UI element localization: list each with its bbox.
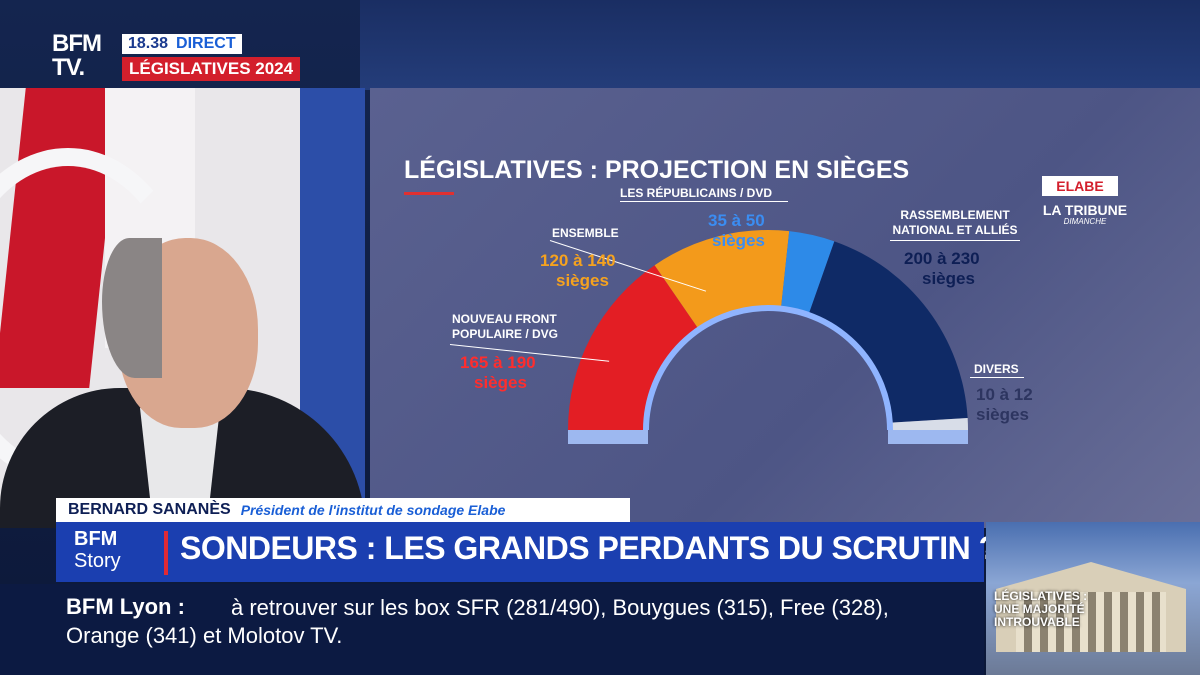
nfp-unit: sièges [474, 373, 527, 392]
nfp-segment [568, 265, 700, 430]
speaker-role: Président de l'institut de sondage Elabe [240, 502, 506, 518]
rn-range: 200 à 230 [904, 249, 980, 268]
headline-bar [56, 522, 984, 582]
divers-range: 10 à 12 [976, 385, 1033, 404]
ensemble-unit: sièges [556, 271, 609, 290]
lr-leader-line [620, 201, 788, 202]
rn-label-line1: RASSEMBLEMENT [900, 208, 1010, 222]
nfp-label: NOUVEAU FRONT POPULAIRE / DVG [452, 312, 558, 342]
speaker-name: BERNARD SANANÈS [68, 501, 231, 518]
hemicycle-chart [568, 230, 969, 444]
rn-leader-line [890, 240, 1020, 241]
lr-label: LES RÉPUBLICAINS / DVD [620, 186, 773, 200]
logo-line-1: BFM [52, 30, 102, 57]
speaker-name-strip: BERNARD SANANÈS Président de l'institut … [56, 498, 630, 522]
show-logo-line2: Story [74, 550, 121, 572]
program-badge: LÉGISLATIVES 2024 [122, 57, 301, 81]
headline-accent [164, 531, 168, 575]
ticker-text: à retrouver sur les box SFR (281/490), B… [66, 595, 889, 648]
show-logo-line1: BFM [74, 528, 118, 550]
rn-unit: sièges [922, 269, 975, 288]
hemicycle-inner-rim [643, 305, 893, 431]
lr-range: 35 à 50 [708, 211, 765, 230]
title-accent-bar [404, 192, 454, 195]
logo-line-2: TV. [52, 54, 85, 81]
headline: SONDEURS : LES GRANDS PERDANTS DU SCRUTI… [180, 530, 998, 566]
assembly-columns [1016, 592, 1166, 652]
thumbnail-caption: LÉGISLATIVES : UNE MAJORITÉ INTROUVABLE [994, 589, 1088, 629]
background-banner [360, 0, 1200, 90]
partner-logo-sub: DIMANCHE [1063, 217, 1107, 226]
ensemble-label: ENSEMBLE [552, 226, 619, 240]
nfp-label-line1: NOUVEAU FRONT [452, 312, 557, 326]
show-logo: BFM Story [74, 528, 154, 576]
divers-unit: sièges [976, 405, 1029, 424]
ensemble-range: 120 à 140 [540, 251, 616, 270]
graphic-title: LÉGISLATIVES : PROJECTION EN SIÈGES [404, 156, 910, 184]
news-ticker [0, 584, 984, 675]
channel-logo: BFM TV. [52, 32, 118, 82]
elabe-logo: ELABE [1042, 176, 1118, 196]
speaker-video [0, 88, 365, 528]
divers-label: DIVERS [974, 362, 1019, 376]
lr-segment [780, 231, 835, 317]
hemicycle-base-left [568, 430, 648, 444]
rn-segment [807, 241, 968, 423]
lr-unit: sièges [712, 231, 765, 250]
hemicycle-base-right [888, 430, 968, 444]
divers-leader-line [970, 377, 1024, 378]
time-badge: 18.38 DIRECT [122, 34, 242, 54]
clock-time: 18.38 [128, 35, 169, 52]
ticker-label: BFM Lyon : [66, 594, 185, 619]
partner-logo: LA TRIBUNE [1042, 202, 1128, 218]
rn-label: RASSEMBLEMENT NATIONAL ET ALLIÉS [890, 208, 1020, 238]
nfp-range: 165 à 190 [460, 353, 536, 372]
hemicycle-segments [568, 230, 969, 444]
seat-projection-graphic: LÉGISLATIVES : PROJECTION EN SIÈGES ELAB… [370, 88, 1200, 528]
divers-segment [887, 418, 969, 430]
nfp-label-line2: POPULAIRE / DVG [452, 327, 559, 341]
rn-label-line2: NATIONAL ET ALLIÉS [892, 223, 1018, 237]
speaker-hair [102, 238, 162, 378]
next-segment-thumbnail: LÉGISLATIVES : UNE MAJORITÉ INTROUVABLE [986, 522, 1200, 675]
live-label: DIRECT [176, 35, 236, 52]
